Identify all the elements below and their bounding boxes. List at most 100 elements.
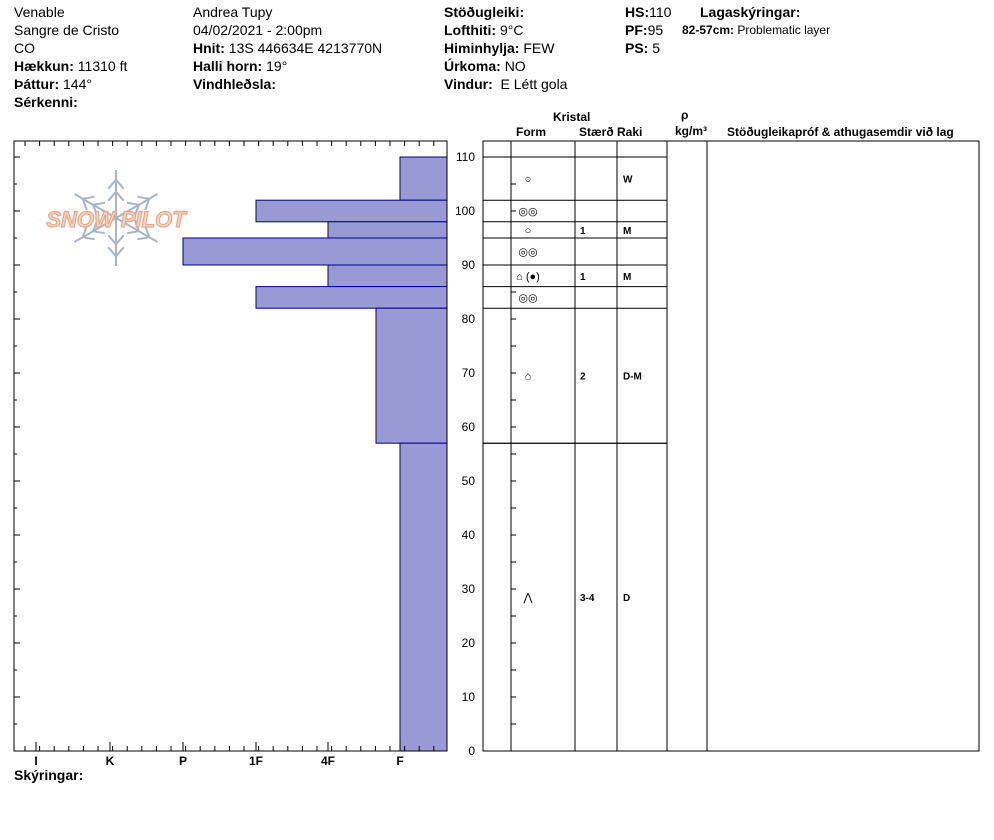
y-tick-label: 60 <box>462 420 476 434</box>
y-tick-label: 0 <box>468 744 475 758</box>
y-tick-label: 50 <box>462 474 476 488</box>
slope-angle: Halli horn: 19° <box>193 57 287 75</box>
hs: HS:110 <box>625 3 671 21</box>
grain-size: 3-4 <box>580 593 595 604</box>
flake-branch <box>133 204 140 217</box>
stability-label: Stöðugleiki: <box>444 4 525 20</box>
wind-value: E Létt gola <box>500 76 568 92</box>
hardness-bar <box>327 221 448 239</box>
grain-form: ⌂ <box>525 371 532 383</box>
layer-note-text: Problematic layer <box>737 23 831 37</box>
ps-value: 5 <box>652 40 661 56</box>
sky-value: FEW <box>523 40 555 56</box>
flake-branch <box>115 246 125 258</box>
grain-form: ◎◎ <box>518 206 537 218</box>
grain-size: 1 <box>580 272 586 283</box>
hardness-label: K <box>106 754 115 768</box>
y-tick-label: 100 <box>455 204 475 218</box>
flake-branch <box>107 234 117 246</box>
y-tick-label: 80 <box>462 312 476 326</box>
moisture-header: Raki <box>617 125 643 139</box>
hardness-bars <box>182 156 448 752</box>
grain-size: 1 <box>580 226 586 237</box>
wind: Vindur: E Létt gola <box>444 75 567 93</box>
grain-moisture: M <box>623 272 631 283</box>
ps: PS: 5 <box>625 39 660 57</box>
grain-moisture: D <box>623 593 630 604</box>
crystal-header: Kristal <box>553 110 591 124</box>
flake-arm <box>73 217 117 243</box>
grain-form: ◎◎ <box>518 292 537 304</box>
aspect-label: Þáttur: <box>14 76 60 92</box>
snowflake-icon <box>73 170 159 266</box>
flake-branch <box>137 236 150 241</box>
table-frame <box>482 140 980 752</box>
flake-branch <box>82 195 95 200</box>
hardness-bar <box>399 442 448 752</box>
hardness-label: P <box>179 754 187 768</box>
hs-value: 110 <box>649 4 672 20</box>
flake-branch <box>82 236 95 241</box>
flake-branch <box>92 201 106 206</box>
grain-form: ○ <box>525 174 532 186</box>
flake-branch <box>137 195 150 200</box>
flake-branch <box>107 246 117 258</box>
flake-branch <box>115 234 125 246</box>
slope-value: 19° <box>266 58 288 74</box>
air-temp-label: Lofthiti: <box>444 22 497 38</box>
sky-label: Himinhylja: <box>444 40 520 56</box>
coords-label: Hnit: <box>193 40 225 56</box>
notes-label: Skýringar: <box>14 767 84 783</box>
pf-label: PF: <box>625 22 648 38</box>
logo-text: SNOW PILOT <box>46 207 187 232</box>
flake-branch <box>126 201 140 206</box>
coordinates: Hnit: 13S 446634E 4213770N <box>193 39 382 57</box>
grain-moisture: M <box>623 226 631 237</box>
plot-frame <box>13 140 448 752</box>
flake-branch <box>144 198 151 211</box>
air-temp-value: 9°C <box>499 22 524 38</box>
grain-form: ○ <box>525 225 532 237</box>
grain-moisture: W <box>623 175 633 186</box>
hardness-bar <box>375 307 448 444</box>
wind-label: Vindur: <box>444 76 493 92</box>
rho-header: ρ <box>681 108 689 122</box>
state: CO <box>14 40 35 56</box>
hardness-bar <box>255 199 448 223</box>
elevation-label: Hækkun: <box>14 58 74 74</box>
mountain-range: Sangre de Cristo <box>14 22 120 38</box>
precip-value: NO <box>504 58 526 74</box>
hardness-bar <box>255 286 448 309</box>
flake-branch <box>115 190 125 202</box>
chart-axes: I K P 1F 4F F 0 10 20 30 40 50 60 70 80 90 100 110 <box>13 140 476 768</box>
flake-branch <box>81 225 88 238</box>
flake-branch <box>92 204 99 217</box>
aspect-value: 144° <box>63 76 92 92</box>
y-tick-label: 90 <box>462 258 476 272</box>
hardness-label: I <box>34 754 37 768</box>
flake-arm <box>115 217 159 243</box>
grain-form: ⌂ (●) <box>516 271 540 283</box>
pf: PF:95 <box>625 21 663 39</box>
pf-value: 95 <box>647 22 664 38</box>
grain-form: ⋀ <box>522 592 533 604</box>
y-tick-label: 10 <box>462 690 476 704</box>
layer-note-range: 82-57cm: <box>682 23 735 37</box>
observer-name: Andrea Tupy <box>193 4 273 20</box>
features-label: Sérkenni: <box>14 94 78 110</box>
hs-label: HS: <box>625 4 650 20</box>
flake-branch <box>144 225 151 238</box>
grain-form: ◎◎ <box>518 247 537 259</box>
precip-label: Úrkoma: <box>444 58 501 74</box>
elevation: Hækkun: 11310 ft <box>14 57 127 75</box>
elevation-value: 11310 ft <box>77 58 128 74</box>
size-header: Stærð <box>579 125 614 139</box>
wind-loading-label: Vindhleðsla: <box>193 76 276 92</box>
ps-label: PS: <box>625 40 649 56</box>
sky-cover: Himinhylja: FEW <box>444 39 554 57</box>
air-temp: Lofthiti: 9°C <box>444 21 523 39</box>
precipitation: Úrkoma: NO <box>444 57 526 75</box>
y-tick-label: 20 <box>462 636 476 650</box>
hardness-bar <box>327 264 448 288</box>
